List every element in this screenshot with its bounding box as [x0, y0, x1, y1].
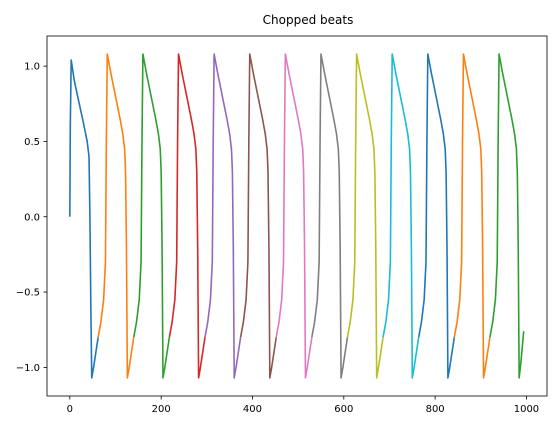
y-axis-ticks: −1.0 −0.5 0.0 0.5 1.0: [16, 62, 47, 374]
y-tick-label: 0.5: [24, 137, 40, 148]
x-tick-label: 800: [426, 404, 445, 415]
plot-lines: [69, 53, 525, 379]
beat-line-7: [275, 53, 313, 379]
beat-line-12: [453, 53, 491, 379]
x-tick-label: 1000: [514, 404, 539, 415]
x-tick-label: 0: [67, 404, 73, 415]
chart-title: Chopped beats: [263, 13, 354, 27]
beat-line-2: [97, 53, 135, 379]
beat-line-9: [346, 53, 384, 379]
beat-line-5: [204, 53, 242, 379]
beat-line-3: [132, 53, 171, 379]
beat-line-11: [417, 53, 456, 379]
y-tick-label: 1.0: [24, 62, 40, 73]
beat-line-4: [168, 53, 206, 379]
beat-line-8: [311, 53, 349, 379]
y-tick-label: −0.5: [16, 288, 40, 299]
x-tick-label: 200: [152, 404, 171, 415]
y-tick-label: 0.0: [24, 212, 40, 223]
beat-line-6: [239, 53, 278, 379]
plot-frame: [46, 35, 548, 397]
beat-line-13: [489, 53, 525, 379]
x-tick-label: 600: [334, 404, 353, 415]
beat-line-10: [382, 53, 420, 379]
x-tick-label: 400: [243, 404, 262, 415]
beat-line-1: [69, 59, 99, 379]
x-axis-ticks: 0 200 400 600 800 1000: [67, 396, 539, 415]
y-tick-label: −1.0: [16, 363, 40, 374]
